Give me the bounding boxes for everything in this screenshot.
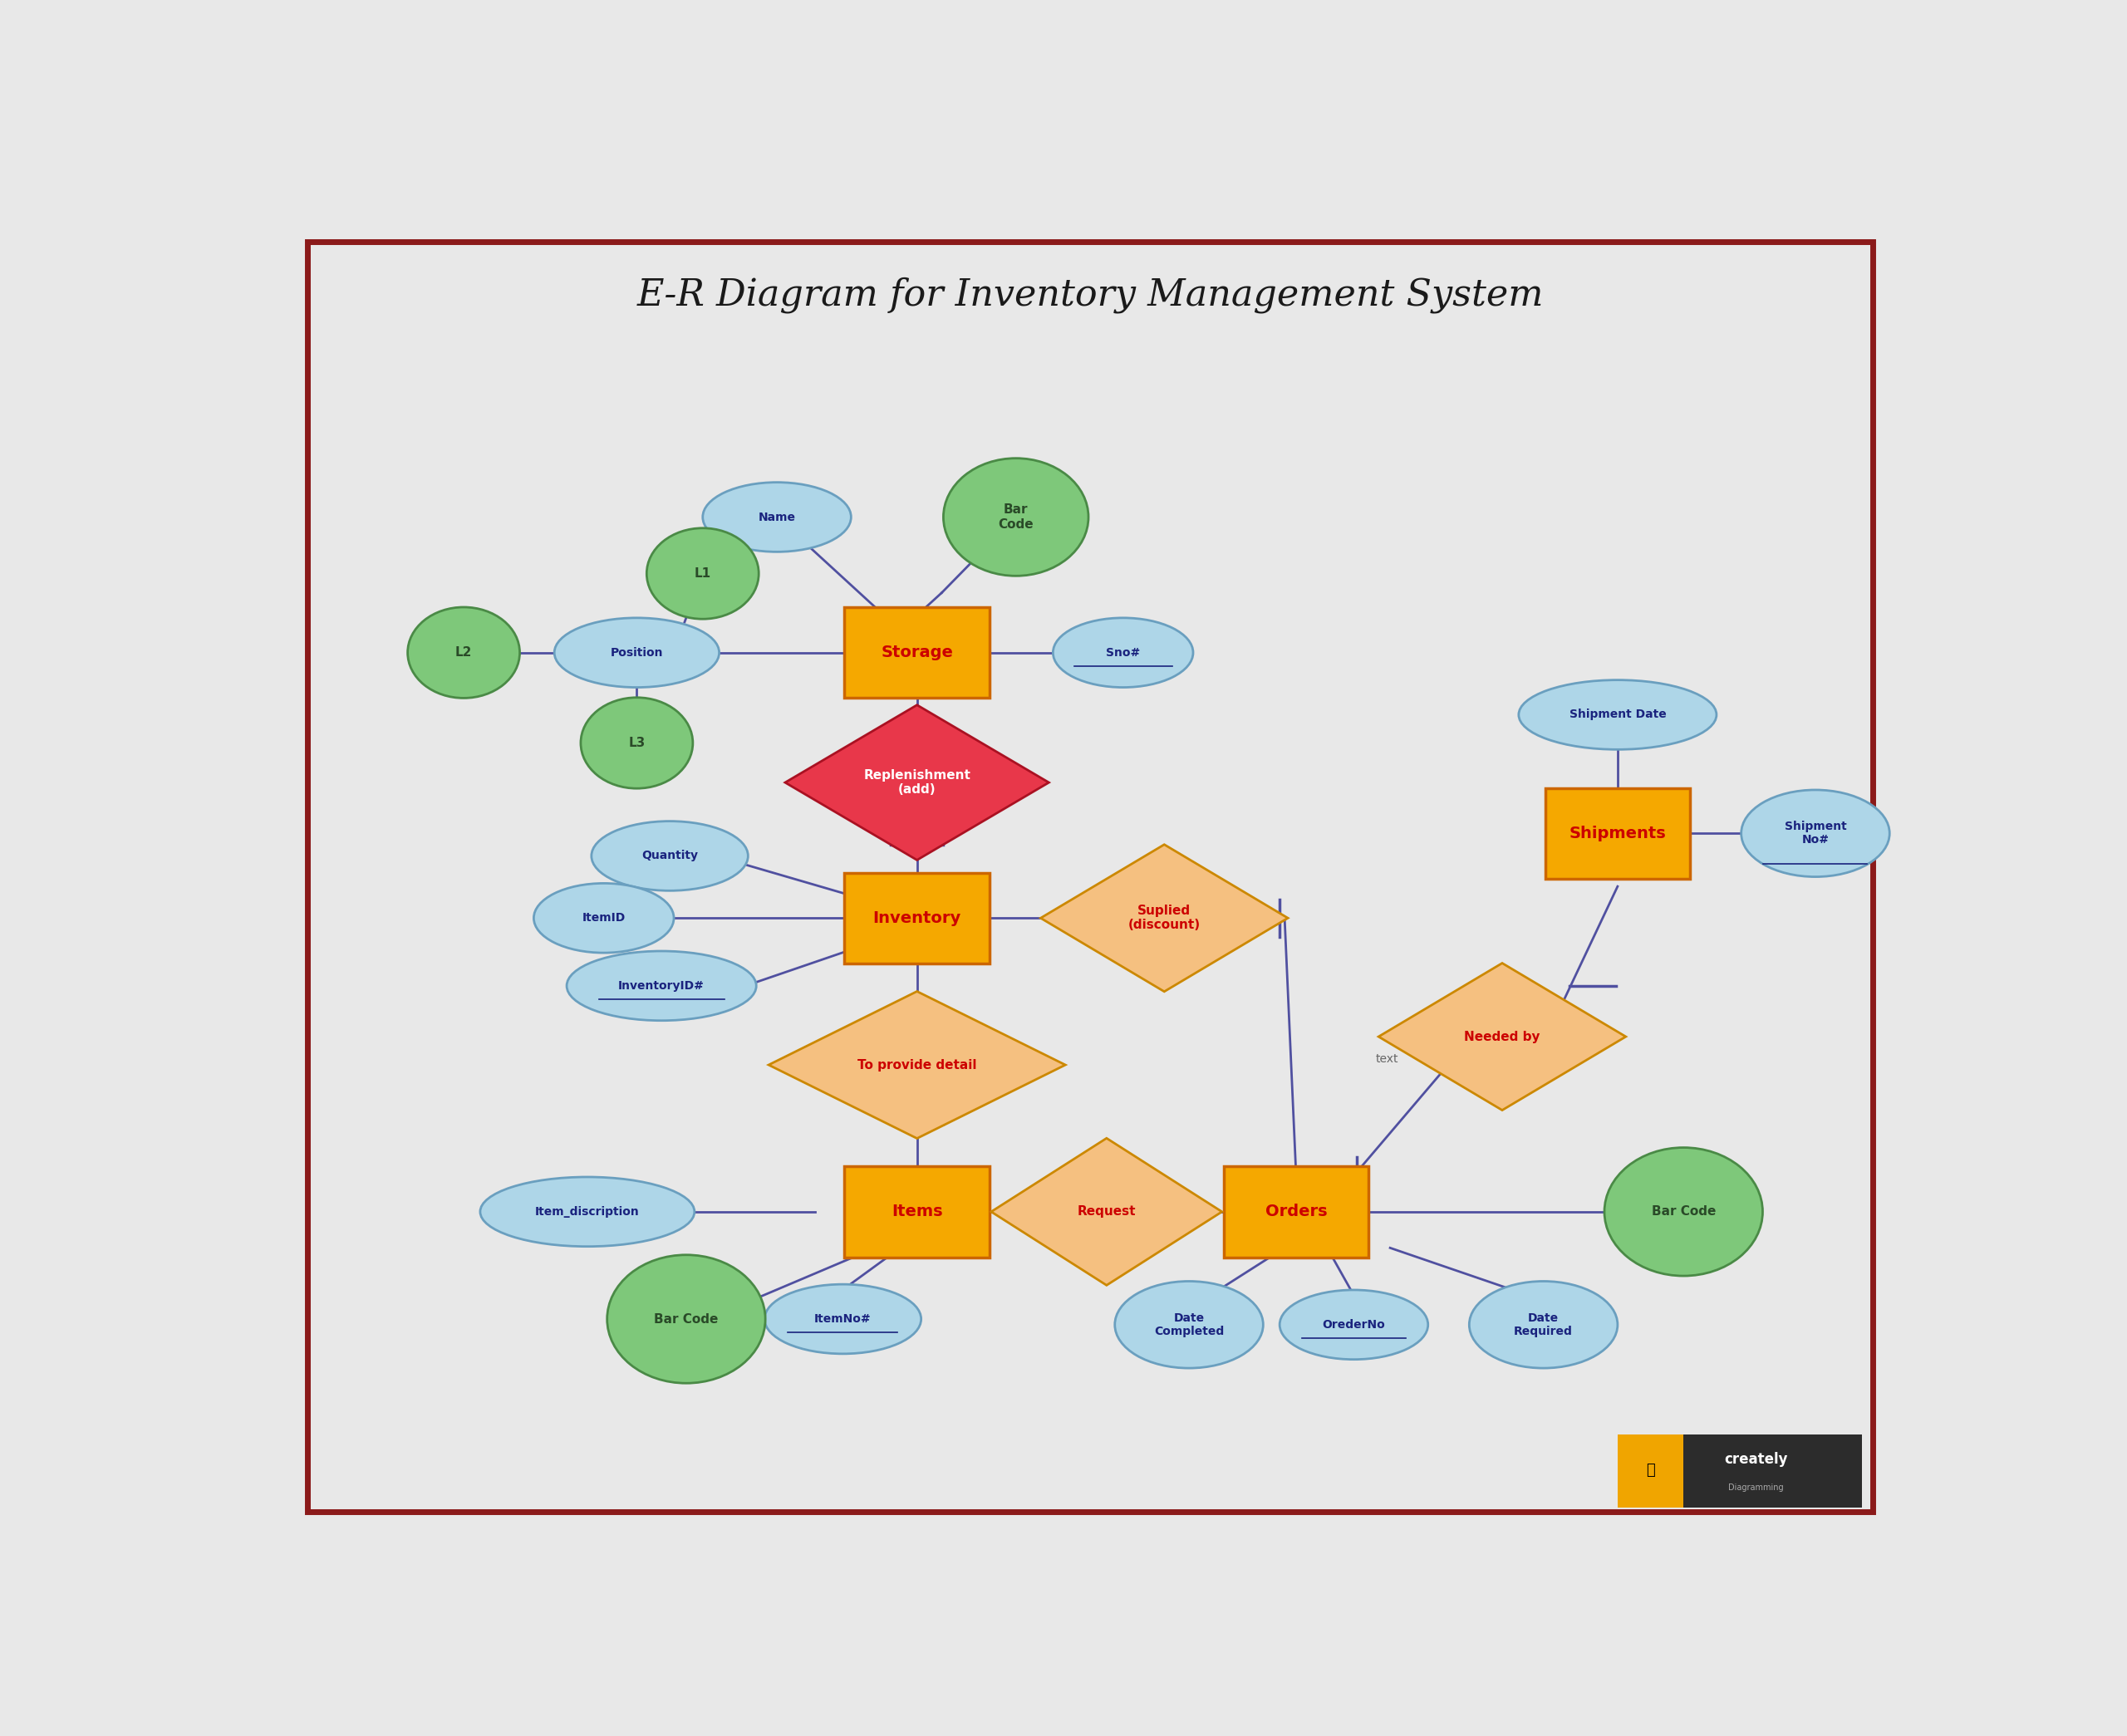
Ellipse shape [566, 951, 757, 1021]
Circle shape [606, 1255, 766, 1384]
Text: ItemID: ItemID [583, 911, 625, 924]
Text: E-R Diagram for Inventory Management System: E-R Diagram for Inventory Management Sys… [636, 278, 1544, 312]
Text: Shipments: Shipments [1570, 825, 1665, 842]
Text: Items: Items [891, 1203, 942, 1220]
Ellipse shape [481, 1177, 693, 1246]
FancyBboxPatch shape [844, 873, 989, 963]
Circle shape [944, 458, 1089, 576]
Polygon shape [785, 705, 1049, 859]
Text: Replenishment
(add): Replenishment (add) [864, 769, 970, 797]
Text: Bar Code: Bar Code [655, 1312, 719, 1325]
Ellipse shape [1519, 681, 1716, 750]
Polygon shape [1378, 963, 1625, 1109]
Ellipse shape [702, 483, 851, 552]
FancyBboxPatch shape [1617, 1434, 1685, 1507]
FancyBboxPatch shape [844, 608, 989, 698]
FancyBboxPatch shape [844, 1167, 989, 1257]
Ellipse shape [1280, 1290, 1427, 1359]
Circle shape [647, 528, 759, 620]
Text: Orders: Orders [1266, 1203, 1327, 1220]
Ellipse shape [534, 884, 674, 953]
Text: OrederNo: OrederNo [1323, 1319, 1385, 1330]
Polygon shape [768, 991, 1066, 1139]
Text: Request: Request [1076, 1205, 1136, 1219]
Ellipse shape [555, 618, 719, 687]
FancyBboxPatch shape [1544, 788, 1691, 878]
Text: InventoryID#: InventoryID# [619, 981, 704, 991]
Ellipse shape [1742, 790, 1889, 877]
Text: Needed by: Needed by [1463, 1031, 1540, 1043]
Text: Shipment
No#: Shipment No# [1785, 821, 1846, 845]
Text: 💡: 💡 [1646, 1463, 1655, 1477]
Text: Bar
Code: Bar Code [998, 503, 1034, 531]
Text: Sno#: Sno# [1106, 648, 1140, 658]
Text: ItemNo#: ItemNo# [815, 1312, 872, 1325]
Text: Name: Name [757, 512, 795, 523]
Text: Diagramming: Diagramming [1729, 1483, 1785, 1491]
Text: Bar Code: Bar Code [1651, 1205, 1716, 1219]
Text: L2: L2 [455, 646, 472, 660]
Polygon shape [991, 1139, 1223, 1285]
Text: Storage: Storage [881, 644, 953, 660]
Ellipse shape [591, 821, 749, 891]
Text: Quantity: Quantity [642, 851, 698, 861]
Polygon shape [1040, 844, 1289, 991]
Ellipse shape [1470, 1281, 1619, 1368]
FancyBboxPatch shape [1617, 1434, 1861, 1507]
Circle shape [408, 608, 519, 698]
Ellipse shape [1115, 1281, 1263, 1368]
Text: Inventory: Inventory [872, 910, 961, 925]
FancyBboxPatch shape [1223, 1167, 1368, 1257]
Text: To provide detail: To provide detail [857, 1059, 976, 1071]
Ellipse shape [764, 1285, 921, 1354]
Text: L1: L1 [693, 568, 710, 580]
Text: Date
Required: Date Required [1514, 1312, 1572, 1337]
Text: Item_discription: Item_discription [536, 1207, 640, 1217]
Text: Date
Completed: Date Completed [1155, 1312, 1223, 1337]
Circle shape [1604, 1147, 1763, 1276]
Ellipse shape [1053, 618, 1193, 687]
Text: Shipment Date: Shipment Date [1570, 708, 1665, 720]
Text: Suplied
(discount): Suplied (discount) [1127, 904, 1200, 932]
Text: L3: L3 [627, 736, 644, 750]
Circle shape [581, 698, 693, 788]
Text: text: text [1376, 1054, 1397, 1066]
Text: Position: Position [610, 648, 664, 658]
Text: creately: creately [1725, 1451, 1789, 1467]
